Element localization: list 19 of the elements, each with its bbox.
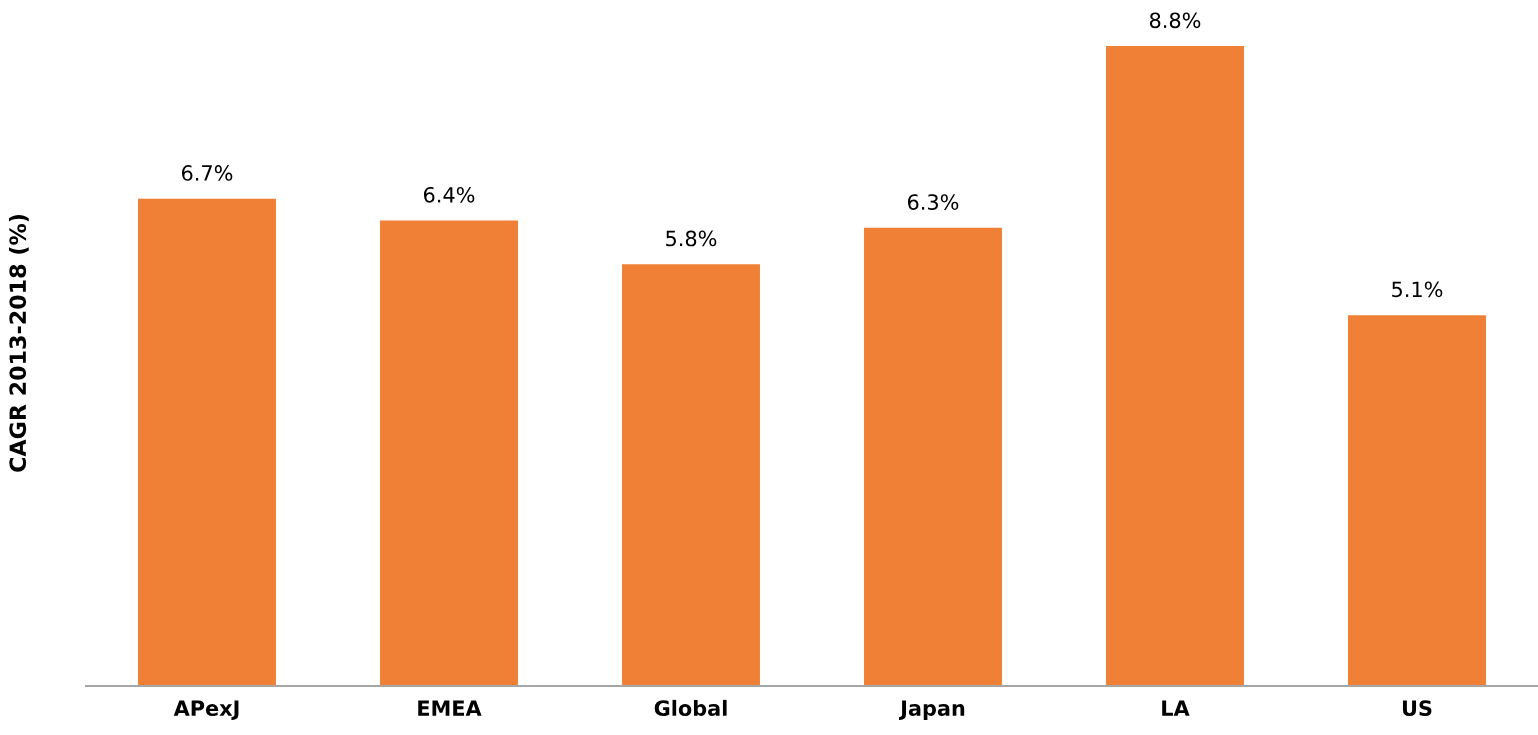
bar [380, 220, 518, 686]
bar [622, 264, 760, 686]
x-tick-label: APexJ [173, 700, 239, 720]
data-label: 6.3% [907, 194, 959, 210]
bar [1106, 46, 1244, 686]
x-tick-label: Global [654, 699, 727, 717]
x-tick-label: LA [1162, 700, 1190, 716]
y-axis-title: CAGR 2013-2018 (%) [8, 214, 29, 472]
x-tick-label: US [1402, 700, 1432, 717]
data-label: 5.8% [666, 230, 717, 247]
data-label: 6.4% [423, 186, 475, 203]
data-label: 5.1% [1392, 281, 1443, 298]
x-tick-label: Japan [899, 700, 965, 721]
bar [138, 198, 276, 686]
x-tick-label: EMEA [418, 700, 482, 716]
data-label: 6.7% [181, 165, 233, 181]
bar [1348, 315, 1486, 686]
bar [864, 227, 1002, 686]
data-label: 8.8% [1149, 12, 1201, 29]
